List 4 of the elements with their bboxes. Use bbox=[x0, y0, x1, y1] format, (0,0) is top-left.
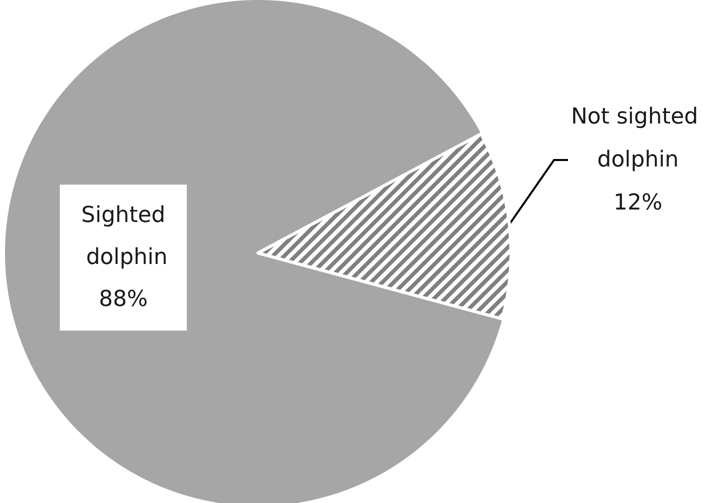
slice-label: Not sighted dolphin bbox=[570, 104, 706, 172]
data-label: 88% bbox=[98, 287, 148, 312]
data-label: 12% bbox=[614, 190, 662, 216]
slice-label: Sighted dolphin bbox=[79, 203, 168, 270]
